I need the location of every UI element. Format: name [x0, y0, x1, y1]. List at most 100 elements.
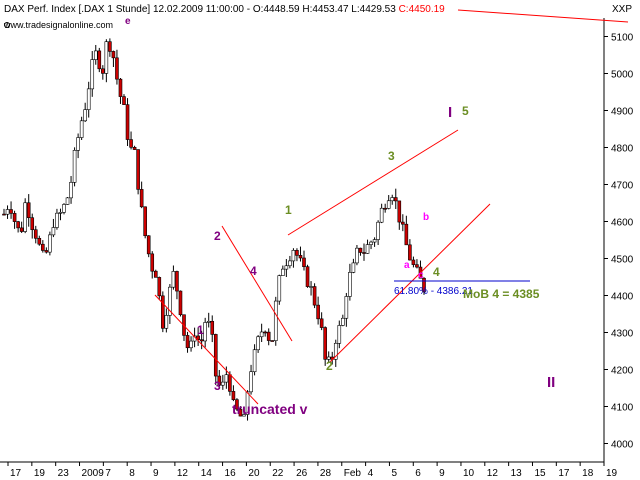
candle-up	[326, 356, 331, 360]
candle-down	[298, 255, 303, 259]
candle-down	[393, 197, 398, 202]
y-tick-label: 4200	[611, 366, 634, 377]
candle-up	[341, 317, 345, 326]
candle-down	[37, 237, 42, 245]
x-tick-label: 4	[368, 468, 374, 479]
candle-down	[161, 295, 165, 329]
x-tick-label: 8	[129, 468, 135, 479]
trendline-3	[287, 129, 459, 236]
candle-down	[143, 206, 147, 237]
candle-down	[44, 250, 49, 253]
x-tick-label: 9	[439, 468, 445, 479]
wave-label-2: 2	[214, 229, 221, 243]
x-tick-label: 19	[606, 468, 618, 479]
candle-down	[9, 209, 13, 214]
candle-down	[231, 391, 236, 400]
candle-down	[415, 264, 419, 268]
candle-up	[203, 322, 207, 342]
candle-up	[93, 50, 98, 60]
candle-up	[83, 109, 87, 122]
candles	[2, 38, 426, 421]
candle-down	[319, 318, 324, 328]
candle-down	[129, 139, 133, 148]
candle-down	[122, 96, 126, 105]
candle-down	[210, 320, 215, 335]
candle-up	[259, 331, 264, 338]
y-tick-label: 4300	[611, 329, 634, 340]
candle-down	[235, 399, 239, 410]
y-tick-label: 4100	[611, 403, 634, 414]
candle-up	[171, 271, 176, 288]
candle-down	[19, 227, 24, 232]
y-tick-label: 4800	[611, 144, 634, 155]
candle-down	[316, 304, 320, 320]
trendline-4	[329, 203, 491, 363]
candle-up	[386, 200, 391, 209]
candle-down	[362, 252, 366, 254]
candle-up	[51, 227, 56, 236]
candle-up	[365, 244, 370, 254]
y-tick-label: 4700	[611, 181, 634, 192]
candle-up	[69, 182, 73, 199]
candle-down	[305, 266, 310, 287]
source-icon	[4, 22, 10, 28]
candle-up	[337, 325, 342, 344]
candle-down	[196, 335, 200, 340]
candle-down	[97, 50, 102, 70]
corner-label[interactable]: XXP	[612, 4, 632, 15]
x-axis: 17 19 23 2009 7 8 9 12 14 16 20 22 26 28 Feb 4 5 6 9 10 12 13…	[7, 462, 618, 479]
wave-label-4: 4	[433, 265, 440, 279]
wave-label-3: 3	[388, 149, 395, 163]
candle-up	[65, 197, 70, 205]
candle-down	[266, 331, 271, 341]
candle-down	[115, 57, 119, 80]
candle-down	[323, 327, 327, 360]
wave-label-2: 2	[326, 359, 333, 373]
wave-label-a: a	[404, 260, 410, 271]
candle-down	[12, 213, 17, 222]
candle-up	[277, 275, 282, 302]
candle-down	[2, 213, 6, 216]
candle-down	[411, 259, 416, 265]
mob-label: MoB 4 = 4385	[463, 287, 540, 301]
wave-label-3: 3	[214, 379, 221, 393]
candle-down	[295, 250, 299, 256]
y-tick-label: 4400	[611, 292, 634, 303]
candle-down	[397, 200, 402, 223]
candle-up	[90, 59, 95, 90]
candle-up	[284, 265, 289, 270]
x-tick-label: 16	[225, 468, 237, 479]
candle-up	[242, 414, 246, 417]
candle-down	[302, 257, 306, 267]
candle-up	[281, 268, 285, 276]
candle-down	[101, 68, 105, 74]
x-tick-label: 20	[248, 468, 260, 479]
candle-up	[168, 286, 172, 316]
x-tick-label: 18	[582, 468, 594, 479]
wave-label-II: II	[547, 374, 555, 391]
candle-down	[401, 221, 405, 225]
wave-label-1: 1	[197, 323, 204, 337]
candle-up	[221, 381, 225, 386]
candle-down	[16, 221, 20, 229]
x-tick-label: 13	[511, 468, 523, 479]
candle-down	[185, 335, 190, 349]
candle-down	[178, 290, 183, 316]
candle-up	[372, 239, 377, 243]
candle-up	[224, 374, 229, 383]
y-tick-label: 4000	[611, 440, 634, 451]
x-tick-label: 12	[177, 468, 189, 479]
candle-up	[291, 250, 296, 262]
fib-label: 61.80% - 4386.21	[394, 286, 473, 297]
candle-down	[136, 149, 140, 190]
x-tick-label: 26	[296, 468, 308, 479]
y-tick-label: 5100	[611, 33, 634, 44]
candle-up	[376, 221, 380, 240]
candle-down	[139, 189, 144, 208]
wave-label-1: 1	[285, 203, 292, 217]
x-tick-label: 19	[34, 468, 46, 479]
candle-up	[390, 197, 395, 202]
candle-down	[33, 229, 38, 239]
trendline-2	[221, 225, 293, 342]
